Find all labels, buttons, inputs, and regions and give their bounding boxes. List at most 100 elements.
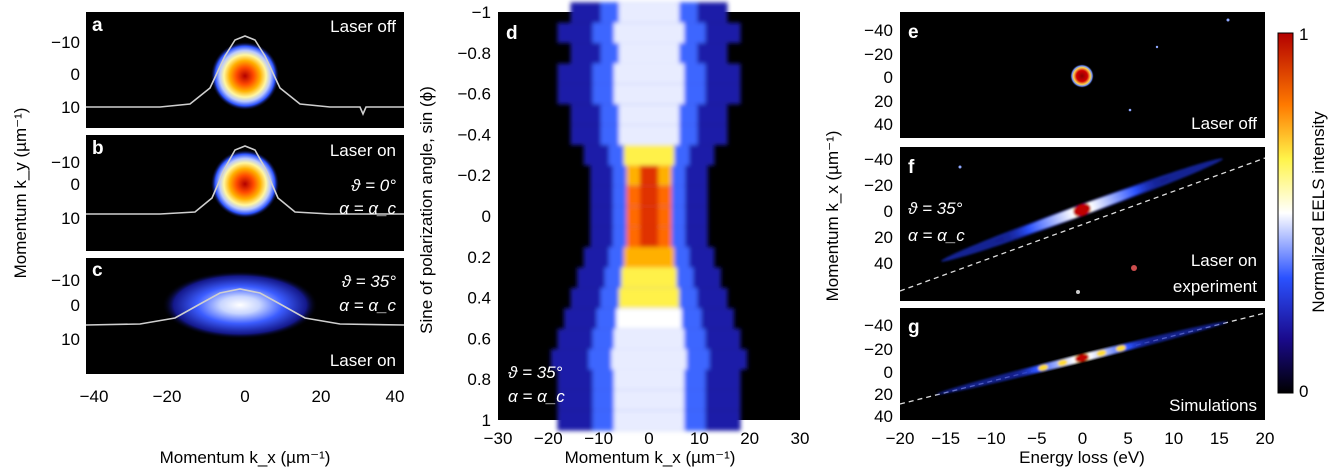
right-y-tick: 40 xyxy=(874,407,893,426)
right-y-axis-label: Momentum k_x (µm⁻¹) xyxy=(823,131,842,302)
left-x-tick: 0 xyxy=(240,387,249,406)
panel-c-note: Laser on xyxy=(330,351,396,370)
left-y-tick: −10 xyxy=(51,33,80,52)
left-y-tick: 0 xyxy=(71,65,80,84)
right-y-tick: −20 xyxy=(864,176,893,195)
heatmap-row-core xyxy=(611,349,687,369)
noise-dot xyxy=(1131,265,1137,271)
panel-e-spot xyxy=(1070,64,1094,88)
heatmap-row-hot xyxy=(640,206,658,226)
panel-g-note: Simulations xyxy=(1169,396,1257,415)
left-y-tick: −10 xyxy=(51,153,80,172)
right-y-tick: 20 xyxy=(874,92,893,111)
panel-d-theta: ϑ = 35° xyxy=(508,363,563,382)
left-y-tick: 0 xyxy=(71,175,80,194)
right-y-tick: −20 xyxy=(864,45,893,64)
noise-dot xyxy=(1156,46,1158,48)
colorbar-top-tick: 1 xyxy=(1299,25,1308,44)
panel-b-spot xyxy=(211,150,279,218)
panel-a-note: Laser off xyxy=(330,17,396,36)
panel-d-y-tick: 0.2 xyxy=(467,248,491,267)
panel-e: e Laser off xyxy=(900,12,1265,138)
right-y-ticks: −40 −20 0 20 40 −40 −20 0 20 40 −40 −20 … xyxy=(864,21,893,426)
left-x-tick: 40 xyxy=(386,387,405,406)
left-y-ticks: −10 0 10 −10 0 10 −10 0 10 xyxy=(51,33,80,349)
heatmap-row-core xyxy=(619,104,679,124)
panel-a-label: a xyxy=(92,15,103,36)
heatmap-row-core xyxy=(614,369,684,389)
left-column: a Laser off b Laser on ϑ = 0° α = α_c c … xyxy=(11,12,404,467)
panel-b-note: Laser on xyxy=(330,141,396,160)
panel-d-y-axis-label: Sine of polarization angle, sin (ϕ) xyxy=(417,86,436,334)
heatmap-row-hot xyxy=(640,227,658,247)
panel-d-y-tick: −0.8 xyxy=(457,44,491,63)
panel-e-label: e xyxy=(908,22,919,43)
panel-c-label: c xyxy=(92,260,103,281)
panel-d-y-ticks: −1 −0.8 −0.6 −0.4 −0.2 0 0.2 0.4 0.6 0.8 1 xyxy=(457,3,491,430)
right-x-tick: −15 xyxy=(931,429,960,448)
panel-c: c ϑ = 35° α = α_c Laser on xyxy=(86,258,404,374)
panel-a-spot xyxy=(211,42,279,110)
right-x-tick: 20 xyxy=(1256,429,1275,448)
heatmap-row-core xyxy=(614,329,684,349)
left-x-tick: −40 xyxy=(80,387,109,406)
heatmap-row-core xyxy=(619,2,679,22)
panel-f-note-2: experiment xyxy=(1173,277,1257,296)
heatmap-row-core xyxy=(614,410,684,430)
noise-dot xyxy=(1129,109,1132,112)
panel-a: a Laser off xyxy=(86,12,404,128)
right-y-tick: 0 xyxy=(884,68,893,87)
right-y-tick: 40 xyxy=(874,254,893,273)
panel-d-label: d xyxy=(506,23,518,44)
panel-d-x-tick: −10 xyxy=(584,429,613,448)
panel-d-x-tick: 30 xyxy=(791,429,810,448)
panel-d-alpha: α = α_c xyxy=(508,387,565,406)
right-x-tick: −5 xyxy=(1027,429,1046,448)
left-x-tick: 20 xyxy=(312,387,331,406)
right-y-tick: −40 xyxy=(864,316,893,335)
right-x-tick: 15 xyxy=(1210,429,1229,448)
right-y-tick: 20 xyxy=(874,385,893,404)
right-x-ticks: −20 −15 −10 −5 0 5 10 15 20 xyxy=(886,429,1275,448)
colorbar-bottom-tick: 0 xyxy=(1299,382,1308,401)
colorbar: 1 0 Normalized EELS intensity xyxy=(1278,25,1328,401)
panel-e-note: Laser off xyxy=(1191,114,1257,133)
panel-d-x-tick: 10 xyxy=(690,429,709,448)
right-y-tick: 0 xyxy=(884,363,893,382)
left-x-ticks: −40 −20 0 20 40 xyxy=(80,387,405,406)
panel-b-label: b xyxy=(92,138,104,159)
left-y-tick: 10 xyxy=(61,98,80,117)
colorbar-gradient xyxy=(1278,33,1293,393)
panel-c-spot xyxy=(162,271,318,339)
right-x-tick: 5 xyxy=(1123,429,1132,448)
heatmap-row-core xyxy=(614,63,684,83)
right-y-tick: 0 xyxy=(884,202,893,221)
panel-d-y-tick: −1 xyxy=(472,3,491,22)
heatmap-row-core xyxy=(614,84,684,104)
right-x-tick: −20 xyxy=(886,429,915,448)
right-x-tick: −10 xyxy=(977,429,1006,448)
right-x-tick: 0 xyxy=(1078,429,1087,448)
panel-g-label: g xyxy=(908,317,920,338)
panel-d-y-tick: −0.6 xyxy=(457,85,491,104)
panel-g: g Simulations xyxy=(900,308,1265,420)
left-x-tick: −20 xyxy=(153,387,182,406)
panel-c-alpha: α = α_c xyxy=(339,296,396,315)
panel-b: b Laser on ϑ = 0° α = α_c xyxy=(86,135,404,251)
right-y-tick: −20 xyxy=(864,340,893,359)
left-x-axis-label: Momentum k_x (µm⁻¹) xyxy=(160,448,331,467)
panel-d-y-tick: 0.8 xyxy=(467,370,491,389)
heatmap-row-core xyxy=(619,288,679,308)
heatmap-row-core xyxy=(614,390,684,410)
right-y-tick: −40 xyxy=(864,21,893,40)
middle-panel: d ϑ = 35° α = α_c −1−0.8−0.6−0.4−0.200.2… xyxy=(417,2,809,467)
heatmap-row-core xyxy=(621,267,676,287)
panel-d-x-axis-label: Momentum k_x (µm⁻¹) xyxy=(565,448,736,467)
left-y-tick: 10 xyxy=(61,209,80,228)
noise-dot xyxy=(1076,290,1080,294)
panel-f-label: f xyxy=(908,157,915,178)
panel-d-y-tick: −0.4 xyxy=(457,125,491,144)
left-y-tick: 10 xyxy=(61,330,80,349)
heatmap-row-core xyxy=(619,125,679,145)
